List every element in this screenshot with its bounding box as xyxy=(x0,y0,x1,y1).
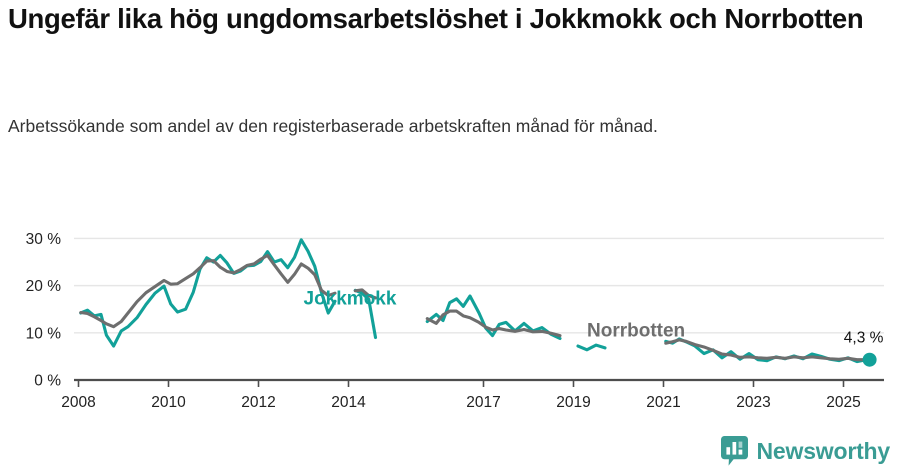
gridlines xyxy=(74,237,884,334)
y-tick-0: 0 % xyxy=(34,373,61,390)
series-layer xyxy=(79,238,872,364)
x-tick-2021: 2021 xyxy=(646,394,680,411)
x-tick-2010: 2010 xyxy=(151,394,186,411)
x-tick-2023: 2023 xyxy=(736,394,770,411)
bar-chart-bubble-icon xyxy=(720,436,748,466)
logo-wordmark: Newsworthy xyxy=(756,437,891,464)
x-tick-2014: 2014 xyxy=(331,394,366,411)
x-tick-2025: 2025 xyxy=(826,394,860,411)
x-tick-2019: 2019 xyxy=(556,394,590,411)
x-tick-2017: 2017 xyxy=(466,394,500,411)
chart-subtitle: Arbetssökande som andel av den registerb… xyxy=(8,116,658,136)
y-tick-20: 20 % xyxy=(26,278,62,295)
y-tick-30: 30 % xyxy=(26,231,62,248)
x-tick-2012: 2012 xyxy=(241,394,275,411)
end-value-marker xyxy=(862,352,877,367)
series-line-norrbotten xyxy=(79,253,872,362)
series-line-jokkmokk xyxy=(79,238,872,364)
series-label-jokkmokk: Jokkmokk xyxy=(304,289,397,310)
line-chart: 0 % 10 % 20 % 30 % 2008 2010 2012 2014 2017 2019… xyxy=(26,231,884,411)
y-axis-tick-labels: 0 % 10 % 20 % 30 % xyxy=(26,231,62,390)
x-axis-tick-labels: 2008 2010 2012 2014 2017 2019 2021 2023 2025 xyxy=(61,394,860,411)
series-label-norrbotten: Norrbotten xyxy=(587,321,685,342)
axis-layer xyxy=(74,378,884,387)
x-tick-2008: 2008 xyxy=(61,394,95,411)
chart-plot-area: 0 % 10 % 20 % 30 % 2008 2010 2012 2014 2017 2019… xyxy=(0,205,900,420)
page-title: Ungefär lika hög ungdomsarbetslöshet i J… xyxy=(8,3,864,34)
newsworthy-logo[interactable]: Newsworthy xyxy=(720,436,891,466)
end-value-label: 4,3 % xyxy=(844,330,884,347)
y-tick-10: 10 % xyxy=(26,325,62,342)
